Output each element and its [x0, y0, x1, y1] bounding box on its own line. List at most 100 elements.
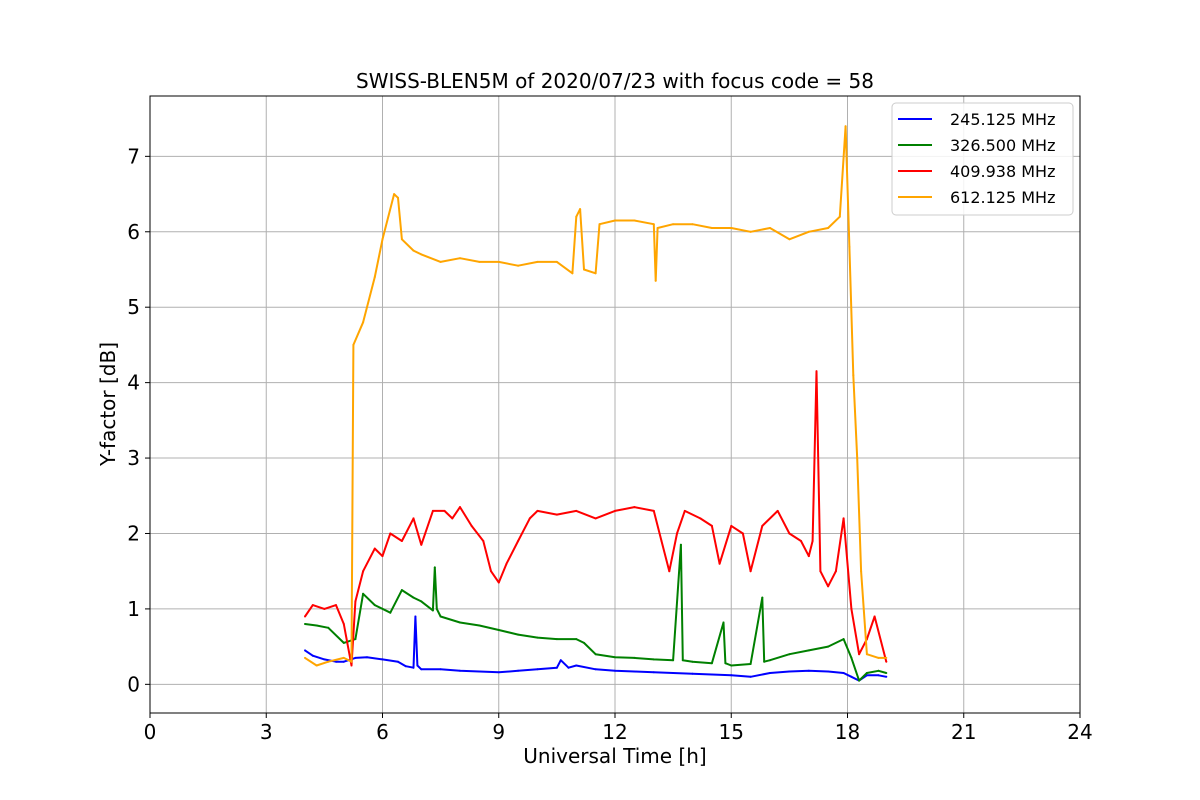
data-point-409-938-mhz [749, 570, 752, 573]
data-point-409-938-mhz [594, 517, 597, 520]
data-point-612-125-mhz [575, 215, 578, 218]
legend-label-409-938-mhz: 409.938 MHz [950, 162, 1055, 181]
data-point-409-938-mhz [528, 517, 531, 520]
data-point-326-500-mhz [439, 615, 442, 618]
chart-title: SWISS-BLEN5M of 2020/07/23 with focus co… [356, 69, 874, 93]
x-tick-label: 18 [835, 720, 860, 744]
data-point-326-500-mhz [877, 669, 880, 672]
data-point-245-125-mhz [323, 658, 326, 661]
data-point-326-500-mhz [763, 660, 766, 663]
data-point-612-125-mhz [865, 653, 868, 656]
data-point-245-125-mhz [769, 672, 771, 674]
data-point-245-125-mhz [749, 675, 752, 678]
y-axis-label: Y-factor [dB] [96, 342, 120, 467]
data-point-326-500-mhz [730, 664, 733, 667]
legend-box [891, 102, 1074, 216]
data-point-409-938-mhz [490, 570, 492, 573]
data-point-245-125-mhz [850, 675, 853, 678]
data-point-409-938-mhz [431, 509, 434, 512]
data-point-326-500-mhz [575, 638, 578, 641]
data-point-612-125-mhz [877, 656, 880, 659]
y-tick-label: 6 [127, 220, 140, 244]
data-point-409-938-mhz [323, 607, 326, 610]
data-point-612-125-mhz [656, 227, 659, 229]
data-point-612-125-mhz [860, 570, 863, 573]
data-point-245-125-mhz [412, 666, 415, 669]
y-tick-label: 0 [127, 672, 140, 696]
data-point-326-500-mhz [749, 663, 752, 665]
data-point-612-125-mhz [633, 219, 636, 222]
data-point-326-500-mhz [362, 592, 365, 595]
data-point-245-125-mhz [335, 660, 337, 663]
data-point-612-125-mhz [710, 227, 713, 229]
data-point-612-125-mhz [439, 260, 442, 263]
data-point-612-125-mhz [788, 238, 791, 241]
y-tick-label: 5 [127, 295, 140, 319]
data-point-245-125-mhz [404, 665, 407, 668]
series-326-500-mhz [304, 543, 888, 682]
data-point-612-125-mhz [885, 656, 888, 659]
data-point-612-125-mhz [672, 223, 675, 226]
data-point-326-500-mhz [807, 649, 810, 652]
data-point-612-125-mhz [478, 260, 481, 263]
data-point-326-500-mhz [679, 543, 682, 546]
data-point-245-125-mhz [614, 669, 616, 672]
data-point-245-125-mhz [559, 659, 562, 662]
data-point-326-500-mhz [842, 638, 845, 641]
data-point-612-125-mhz [749, 230, 752, 233]
data-point-612-125-mhz [730, 227, 733, 229]
data-point-409-938-mhz [304, 615, 306, 618]
data-point-612-125-mhz [315, 664, 318, 667]
data-point-409-938-mhz [470, 524, 473, 527]
data-point-409-938-mhz [873, 615, 876, 618]
data-point-612-125-mhz [362, 321, 365, 324]
data-point-245-125-mhz [788, 670, 791, 673]
data-point-326-500-mhz [722, 621, 725, 624]
y-tick-label: 1 [127, 597, 140, 621]
data-point-245-125-mhz [827, 670, 830, 673]
data-point-409-938-mhz [497, 581, 500, 584]
data-point-612-125-mhz [459, 257, 461, 260]
data-point-326-500-mhz [373, 604, 376, 607]
data-point-326-500-mhz [342, 641, 345, 644]
data-point-326-500-mhz [497, 629, 500, 631]
data-point-245-125-mhz [885, 675, 888, 678]
x-tick-label: 0 [144, 720, 157, 744]
data-point-245-125-mhz [691, 672, 694, 675]
data-point-245-125-mhz [497, 671, 500, 674]
data-point-245-125-mhz [439, 668, 442, 671]
data-point-326-500-mhz [389, 611, 392, 614]
data-point-409-938-mhz [834, 570, 837, 573]
data-point-245-125-mhz [575, 664, 578, 667]
data-point-326-500-mhz [885, 672, 888, 674]
data-point-409-938-mhz [683, 509, 686, 512]
data-point-409-938-mhz [788, 532, 791, 535]
data-point-245-125-mhz [342, 660, 345, 663]
data-point-612-125-mhz [350, 660, 353, 663]
data-point-612-125-mhz [327, 660, 330, 663]
series-line-326-500-mhz [304, 543, 887, 682]
data-point-245-125-mhz [633, 670, 636, 673]
data-point-409-938-mhz [443, 509, 446, 512]
data-point-612-125-mhz [848, 245, 851, 248]
data-point-326-500-mhz [710, 662, 713, 665]
data-point-245-125-mhz [459, 669, 461, 672]
data-point-245-125-mhz [842, 672, 845, 674]
data-point-409-938-mhz [536, 509, 539, 512]
data-point-326-500-mhz [583, 641, 585, 644]
data-point-326-500-mhz [400, 589, 403, 592]
data-point-612-125-mhz [594, 272, 597, 275]
data-point-326-500-mhz [827, 645, 830, 648]
data-point-326-500-mhz [517, 633, 520, 636]
data-point-245-125-mhz [652, 671, 655, 674]
data-point-245-125-mhz [536, 668, 539, 671]
data-point-326-500-mhz [761, 596, 764, 599]
data-point-326-500-mhz [555, 638, 558, 641]
legend-label-612-125-mhz: 612.125 MHz [950, 188, 1055, 207]
data-point-612-125-mhz [571, 272, 574, 275]
data-point-245-125-mhz [672, 672, 675, 674]
data-point-409-938-mhz [362, 570, 365, 573]
data-point-245-125-mhz [877, 674, 880, 677]
data-point-326-500-mhz [614, 656, 616, 659]
